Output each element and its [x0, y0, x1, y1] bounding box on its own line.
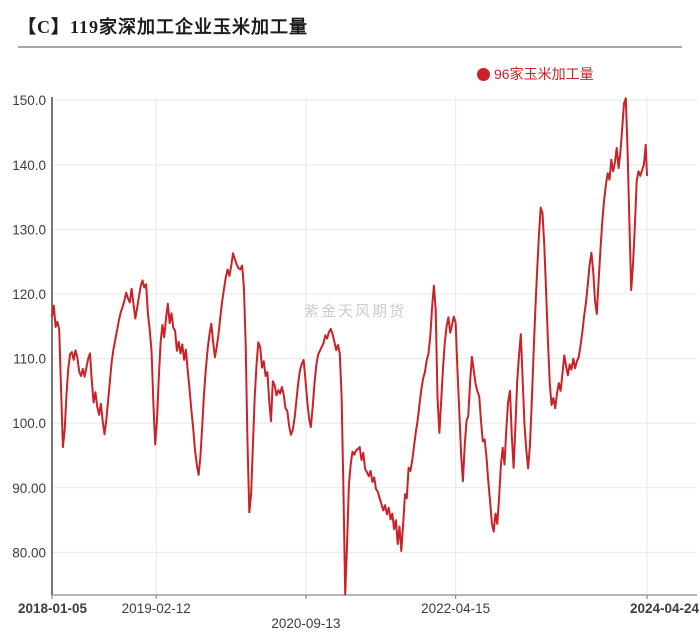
y-tick-label: 80.00: [12, 545, 46, 560]
y-tick-label: 140.0: [12, 158, 46, 173]
x-tick-label: 2024-04-24: [630, 601, 700, 616]
x-tick-label: 2020-09-13: [271, 616, 340, 631]
series-line: [51, 97, 648, 596]
legend-label: 96家玉米加工量: [494, 66, 594, 82]
title-separator: [18, 46, 682, 48]
x-tick-label: 2018-01-05: [18, 601, 88, 616]
y-tick-label: 130.0: [12, 222, 46, 237]
y-tick-label: 100.0: [12, 416, 46, 431]
y-tick-label: 110.0: [13, 352, 46, 367]
y-tick-label: 90.00: [12, 481, 46, 496]
watermark: 紫金天风期货: [304, 303, 406, 320]
legend-marker-icon: [477, 67, 490, 81]
x-tick-label: 2022-04-15: [421, 601, 490, 616]
x-tick-label: 2019-02-12: [122, 601, 191, 616]
y-tick-label: 120.0: [12, 287, 46, 302]
page-title: 【C】119家深加工企业玉米加工量: [18, 17, 309, 37]
y-tick-label: 150.0: [12, 93, 46, 108]
legend: 96家玉米加工量: [477, 64, 594, 84]
